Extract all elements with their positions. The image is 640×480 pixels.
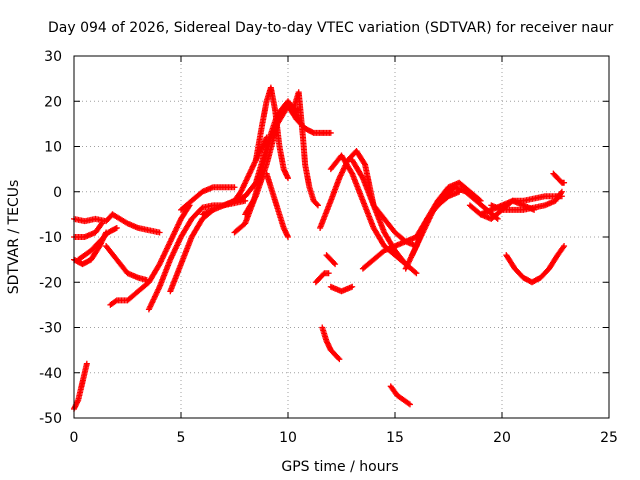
data-point: [349, 283, 356, 290]
x-tick-label: 25: [600, 430, 618, 446]
series-trace-23: [327, 283, 356, 295]
data-point: [325, 270, 332, 277]
series-trace-19: [302, 125, 334, 136]
y-tick-label: 0: [53, 185, 62, 201]
series-trace-29: [387, 383, 413, 408]
series-trace-7: [107, 202, 193, 308]
series-trace-25: [327, 152, 420, 277]
data-point: [531, 206, 538, 213]
y-tick-label: -20: [39, 275, 62, 291]
data-point: [560, 244, 567, 251]
data-point: [413, 270, 420, 277]
y-tick-label: 30: [44, 49, 62, 65]
y-tick-label: -50: [39, 411, 62, 427]
series-trace-37: [550, 170, 568, 186]
series-trace-2: [71, 211, 116, 225]
data-point: [331, 260, 338, 267]
series-trace-20: [312, 270, 332, 286]
data-point: [231, 184, 238, 191]
series-trace-6: [103, 243, 150, 283]
y-tick-label: -10: [39, 230, 62, 246]
x-tick-label: 10: [279, 430, 297, 446]
series-trace-22: [323, 252, 339, 268]
data-point: [361, 160, 368, 167]
data-point: [314, 202, 321, 209]
series-trace-3: [71, 220, 105, 240]
x-tick-label: 20: [493, 430, 511, 446]
data-point: [285, 175, 291, 182]
series-trace-11: [178, 184, 238, 213]
data-point: [561, 243, 568, 250]
x-tick-label: 5: [177, 430, 186, 446]
plot-frame: [73, 55, 610, 419]
series-trace-28: [370, 202, 420, 250]
data-point: [406, 401, 413, 408]
axis-ticks: 0 5 10 15 20 25 -50 -40 -30 -20 -10 0 10 20 30: [39, 49, 618, 446]
data-point: [97, 221, 104, 228]
data-point: [335, 355, 342, 362]
data-point: [405, 400, 412, 407]
series-trace-10: [109, 211, 163, 236]
series-trace-36: [503, 243, 568, 286]
series-trace-35: [466, 197, 538, 222]
data-point: [348, 169, 355, 176]
x-tick-label: 0: [70, 430, 79, 446]
series-trace-32: [413, 188, 463, 240]
data-point: [327, 129, 334, 136]
data-point: [98, 220, 105, 227]
data-point: [252, 194, 259, 201]
series-trace-13: [231, 102, 309, 236]
series-trace-17: [291, 89, 321, 209]
data-point: [561, 179, 568, 186]
y-tick-label: 10: [44, 140, 62, 156]
y-axis-label: SDTVAR / TECUs: [6, 180, 22, 295]
data-point: [113, 224, 120, 231]
series-trace-18: [263, 170, 291, 240]
y-tick-label: 20: [44, 94, 62, 110]
data-point: [83, 360, 90, 367]
x-tick-label: 15: [386, 430, 404, 446]
data-point: [359, 173, 366, 180]
data-point: [156, 229, 163, 236]
chart-title: Day 094 of 2026, Sidereal Day-to-day VTE…: [48, 20, 614, 36]
y-tick-label: -40: [39, 366, 62, 382]
data-point: [285, 234, 291, 240]
data-point: [558, 190, 565, 197]
data-point: [558, 188, 565, 195]
x-axis-label: GPS time / hours: [281, 459, 398, 475]
data-point: [332, 261, 339, 268]
data-point: [412, 269, 419, 276]
data-point: [112, 298, 119, 305]
y-tick-label: -30: [39, 321, 62, 337]
series-trace-8: [145, 197, 249, 313]
data-marks: [71, 84, 568, 412]
data-point: [456, 188, 463, 195]
series-trace-5: [75, 224, 120, 263]
data-point: [313, 201, 320, 208]
grid-lines: [74, 56, 609, 418]
series-trace-27: [359, 234, 420, 272]
series-trace-30: [402, 179, 484, 272]
series-trace-21: [319, 324, 343, 363]
data-point: [494, 215, 501, 222]
data-point: [336, 356, 343, 363]
series-trace-16: [242, 102, 302, 218]
